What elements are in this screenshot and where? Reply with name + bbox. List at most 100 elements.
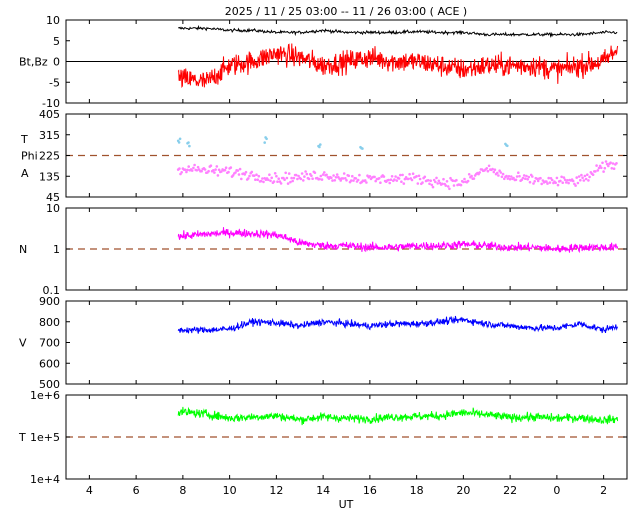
phi-point: [319, 174, 323, 178]
phi-point: [554, 181, 557, 185]
phi-point: [610, 167, 614, 170]
phi-point: [507, 175, 511, 178]
phi-point: [217, 168, 221, 172]
phi-point: [486, 169, 490, 173]
phi-point: [250, 170, 254, 174]
phi-point: [243, 173, 247, 176]
phi-point: [223, 168, 227, 172]
y-tick-label: -10: [42, 97, 60, 110]
phi-point: [349, 179, 353, 182]
theta-point: [263, 141, 267, 144]
phi-point: [563, 178, 567, 182]
phi-point: [575, 176, 578, 179]
phi-point: [379, 181, 382, 184]
phi-point: [313, 171, 317, 174]
phi-point: [518, 174, 521, 178]
phi-point: [615, 162, 618, 165]
y-tick-label: 315: [39, 129, 60, 142]
phi-point: [352, 179, 355, 182]
phi-point: [254, 178, 257, 181]
phi-point: [402, 182, 406, 185]
phi-point: [499, 171, 503, 174]
phi-point: [215, 165, 219, 168]
phi-point: [577, 175, 581, 178]
y-axis-label: A: [21, 167, 29, 180]
phi-point: [373, 175, 376, 179]
phi-point: [561, 181, 564, 184]
phi-point: [562, 176, 566, 179]
phi-point: [604, 160, 608, 163]
phi-point: [548, 181, 552, 184]
phi-point: [279, 182, 283, 185]
phi-point: [244, 170, 248, 174]
phi-point: [517, 171, 520, 174]
y-axis-label: Bt,Bz: [19, 56, 48, 69]
phi-point: [390, 175, 394, 178]
phi-point: [524, 177, 527, 180]
y-tick-label: 600: [39, 357, 60, 370]
phi-point: [579, 178, 582, 182]
x-tick-label: 20: [456, 484, 470, 497]
phi-point: [395, 179, 399, 182]
y-axis-label: Phi: [21, 150, 38, 163]
phi-point: [446, 185, 450, 188]
phi-point: [231, 174, 235, 177]
phi-point: [290, 176, 293, 180]
phi-point: [591, 173, 595, 176]
phi-point: [334, 176, 338, 179]
phi-point: [183, 168, 187, 171]
phi-point: [297, 174, 300, 178]
phi-point: [323, 171, 326, 174]
phi-point: [277, 177, 281, 180]
panel-density: 10 1 0.1 N: [19, 202, 628, 297]
phi-point: [510, 175, 513, 178]
phi-point: [487, 164, 491, 168]
phi-point: [550, 178, 554, 182]
theta-point: [177, 141, 181, 144]
phi-point: [491, 167, 494, 171]
theta-point: [187, 141, 190, 144]
phi-point: [252, 174, 256, 177]
y-tick-label: 405: [39, 108, 60, 121]
phi-point: [442, 177, 445, 181]
phi-point: [596, 169, 600, 172]
phi-point: [325, 173, 328, 177]
y-tick-label: 5: [53, 35, 60, 48]
phi-point: [266, 178, 270, 182]
phi-point: [503, 177, 506, 181]
phi-point: [347, 174, 351, 178]
phi-point: [601, 161, 604, 165]
phi-point: [193, 163, 196, 167]
y-tick-label: 0: [53, 56, 60, 69]
phi-point: [285, 176, 289, 180]
phi-point: [597, 166, 601, 170]
phi-point: [533, 180, 536, 183]
phi-point: [248, 174, 251, 178]
phi-point: [411, 172, 415, 175]
phi-point: [408, 172, 411, 176]
density-trace: [177, 227, 619, 254]
phi-point: [234, 171, 237, 174]
y-tick-label: 225: [39, 150, 60, 163]
phi-point: [505, 174, 508, 178]
y-tick-label: 10: [46, 202, 60, 215]
phi-point: [541, 179, 545, 182]
phi-point: [331, 179, 334, 182]
phi-point: [417, 174, 421, 178]
phi-point: [227, 170, 230, 174]
phi-point: [342, 172, 346, 175]
phi-point: [497, 174, 500, 177]
phi-point: [430, 183, 434, 187]
phi-point: [320, 178, 324, 181]
phi-point: [374, 179, 378, 183]
phi-point: [522, 174, 526, 177]
phi-point: [321, 173, 325, 176]
phi-point: [485, 167, 489, 170]
phi-point: [387, 178, 390, 182]
theta-point: [265, 137, 268, 141]
phi-point: [515, 175, 519, 178]
phi-point: [330, 176, 333, 180]
phi-point: [393, 178, 396, 181]
phi-point: [584, 177, 588, 181]
x-tick-label: 10: [223, 484, 237, 497]
